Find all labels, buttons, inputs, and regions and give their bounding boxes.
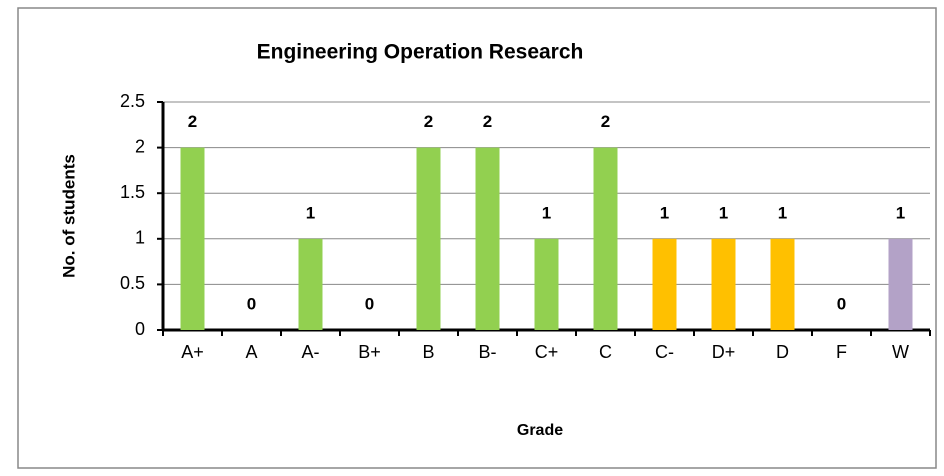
x-tick-label: A- [302, 342, 320, 362]
x-tick-label: C- [655, 342, 674, 362]
bar [298, 238, 323, 330]
y-tick-label: 0 [135, 319, 145, 339]
chart-title: Engineering Operation Research [257, 41, 584, 64]
data-label: 1 [778, 203, 787, 222]
x-tick-label: F [836, 342, 847, 362]
data-label: 1 [896, 203, 905, 222]
bar [416, 147, 441, 330]
x-axis-label: Grade [517, 422, 563, 439]
data-label: 0 [837, 294, 846, 313]
data-label: 2 [601, 112, 610, 131]
y-tick-label: 2 [135, 136, 145, 156]
data-label: 1 [660, 203, 669, 222]
y-tick-label: 1.5 [120, 182, 145, 202]
y-tick-label: 1 [135, 228, 145, 248]
data-label: 1 [719, 203, 728, 222]
bar [770, 238, 795, 330]
bar [593, 147, 618, 330]
y-axis-label: No. of students [59, 154, 78, 278]
data-label: 1 [542, 203, 551, 222]
x-tick-label: A+ [181, 342, 204, 362]
bar [534, 238, 559, 330]
x-tick-label: C+ [535, 342, 559, 362]
y-tick-label: 0.5 [120, 273, 145, 293]
bar [475, 147, 500, 330]
x-tick-label: A [245, 342, 257, 362]
x-tick-label: B+ [358, 342, 381, 362]
x-tick-label: D+ [712, 342, 736, 362]
data-label: 2 [483, 112, 492, 131]
x-tick-label: B [422, 342, 434, 362]
bar [652, 238, 677, 330]
bar [888, 238, 913, 330]
bar [711, 238, 736, 330]
y-tick-label: 2.5 [120, 91, 145, 111]
bar [180, 147, 205, 330]
data-label: 0 [247, 294, 256, 313]
data-label: 2 [188, 112, 197, 131]
x-tick-label: W [892, 342, 909, 362]
data-label: 2 [424, 112, 433, 131]
x-tick-label: C [599, 342, 612, 362]
data-label: 1 [306, 203, 315, 222]
data-label: 0 [365, 294, 374, 313]
x-tick-label: D [776, 342, 789, 362]
x-tick-label: B- [479, 342, 497, 362]
